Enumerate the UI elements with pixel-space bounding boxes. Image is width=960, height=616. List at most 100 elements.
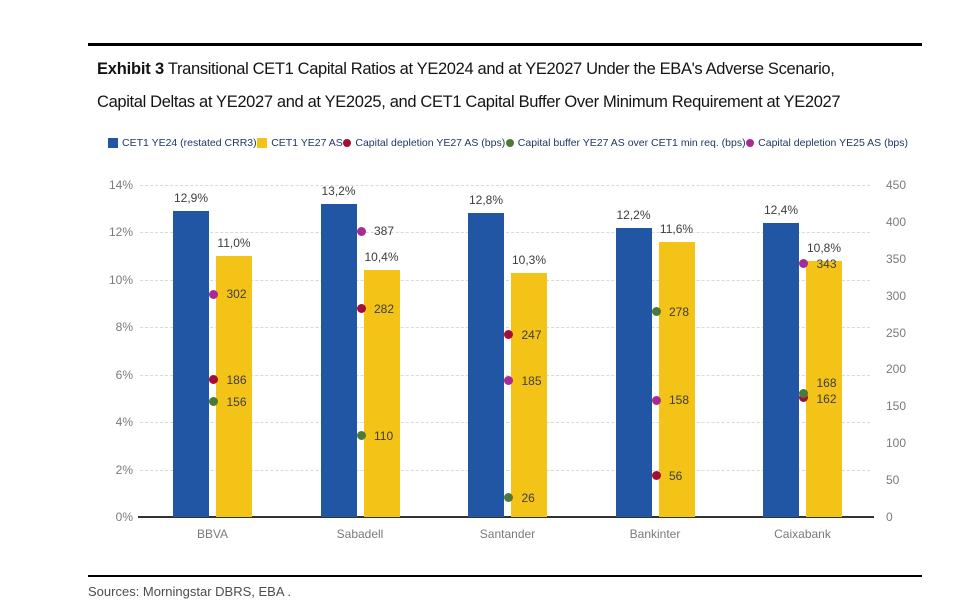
gridline [140, 469, 870, 471]
title-text-1: Transitional CET1 Capital Ratios at YE20… [167, 60, 835, 78]
y-axis-tick-right: 150 [886, 399, 907, 414]
exhibit-title: Exhibit 3 Transitional CET1 Capital Rati… [97, 53, 927, 118]
bottom-rule [88, 575, 922, 577]
dot-santander-buffer-ye27 [504, 493, 513, 503]
dot-caixabank-buffer-ye27 [799, 388, 808, 398]
dot-bbva-buffer-ye27 [209, 397, 218, 407]
legend-item-4: Capital depletion YE25 AS (bps) [746, 137, 908, 149]
chart-legend: CET1 YE24 (restated CRR3) CET1 YE27 AS Cap… [108, 137, 908, 149]
legend-swatch-square [108, 138, 118, 148]
dot-bankinter-depletion-ye25 [651, 395, 661, 405]
dot-sabadell-buffer-ye27 [356, 431, 366, 441]
gridline [140, 422, 870, 424]
x-axis-line [138, 516, 874, 518]
dot-value-label: 168 [816, 376, 837, 391]
title-line-2: Capital Deltas at YE2027 and at YE2025, … [97, 92, 841, 111]
bar-santander-ye24 [468, 213, 504, 517]
category-label-caixabank: Caixabank [774, 527, 831, 541]
dot-bbva-depletion-ye25 [209, 289, 218, 299]
bar-value-label: 13,2% [321, 183, 356, 198]
y-axis-tick-right: 450 [886, 178, 907, 192]
y-axis-tick-left: 10% [108, 272, 133, 287]
bar-value-label: 12,2% [616, 207, 651, 222]
legend-item-0: CET1 YE24 (restated CRR3) [108, 137, 257, 149]
legend-item-label: Capital buffer YE27 AS over CET1 min req… [517, 137, 746, 149]
y-axis-tick-left: 6% [115, 367, 133, 382]
bar-value-label: 10,8% [806, 240, 842, 255]
dot-value-label: 185 [521, 373, 542, 388]
dot-value-label: 247 [521, 327, 542, 342]
bar-value-label: 12,8% [468, 193, 504, 208]
legend-swatch-circle [343, 139, 352, 147]
dot-value-label: 110 [374, 428, 394, 443]
bar-sabadell-ye27 [363, 270, 400, 517]
legend-item-3: Capital buffer YE27 AS over CET1 min req… [505, 137, 746, 149]
y-axis-tick-right: 400 [886, 214, 907, 229]
y-axis-tick-right: 300 [886, 288, 907, 303]
y-axis-tick-left: 2% [115, 462, 133, 477]
legend-swatch-circle [505, 139, 514, 147]
dot-value-label: 156 [226, 394, 247, 409]
dot-value-label: 56 [669, 468, 683, 483]
category-label-sabadell: Sabadell [336, 527, 384, 541]
bar-value-label: 12,9% [173, 191, 209, 206]
bar-bbva-ye24 [173, 211, 209, 517]
gridline [140, 327, 870, 329]
y-axis-tick-left: 4% [115, 415, 133, 430]
bar-bankinter-ye24 [615, 227, 652, 517]
dot-value-label: 26 [521, 490, 535, 505]
bar-santander-ye27 [511, 272, 547, 517]
y-axis-tick-right: 50 [886, 473, 900, 488]
bar-bbva-ye27 [216, 256, 252, 517]
bar-value-label: 11,0% [217, 236, 251, 251]
dot-santander-depletion-ye25 [504, 376, 513, 385]
legend-swatch-square [257, 138, 268, 148]
dot-bbva-depletion-ye27 [209, 375, 218, 385]
bar-bankinter-ye27 [658, 241, 695, 517]
legend-item-label: Capital depletion YE25 AS (bps) [758, 137, 908, 149]
bar-value-label: 12,4% [763, 202, 799, 217]
dot-value-label: 162 [816, 392, 837, 407]
bar-value-label: 10,3% [511, 252, 547, 267]
y-axis-tick-right: 0 [886, 510, 893, 524]
bar-caixabank-ye27 [806, 260, 842, 517]
legend-item-1: CET1 YE27 AS [257, 137, 343, 149]
legend-item-label: Capital depletion YE27 AS (bps) [355, 137, 506, 149]
y-axis-tick-right: 100 [886, 436, 907, 451]
gridline [140, 374, 870, 376]
bar-caixabank-ye24 [763, 222, 799, 517]
dot-value-label: 186 [226, 372, 247, 387]
bar-value-label: 10,4% [364, 250, 399, 265]
top-rule [88, 43, 922, 46]
category-label-bbva: BBVA [196, 527, 229, 541]
category-label-santander: Santander [479, 527, 536, 541]
dot-value-label: 282 [374, 301, 395, 316]
y-axis-tick-left: 0% [115, 510, 133, 524]
dot-caixabank-depletion-ye25 [799, 259, 808, 269]
legend-swatch-circle [746, 139, 755, 147]
dot-value-label: 278 [669, 304, 690, 319]
y-axis-tick-left: 8% [115, 320, 133, 335]
dot-value-label: 387 [374, 224, 395, 239]
dot-value-label: 158 [669, 393, 690, 408]
dot-value-label: 302 [226, 287, 247, 302]
y-axis-tick-right: 250 [886, 325, 907, 340]
gridline [140, 232, 870, 234]
y-axis-tick-right: 200 [886, 362, 907, 377]
dot-sabadell-depletion-ye27 [356, 304, 366, 314]
y-axis-tick-left: 12% [108, 225, 133, 240]
y-axis-tick-left: 14% [108, 178, 133, 192]
gridline [140, 279, 870, 281]
sources-note: Sources: Morningstar DBRS, EBA . [88, 584, 292, 599]
gridline [140, 185, 870, 186]
dot-sabadell-depletion-ye25 [356, 226, 366, 236]
legend-item-2: Capital depletion YE27 AS (bps) [343, 137, 505, 149]
exhibit-label: Exhibit 3 [97, 60, 164, 78]
dot-santander-depletion-ye27 [504, 330, 513, 340]
dot-bankinter-buffer-ye27 [651, 307, 661, 317]
y-axis-tick-right: 350 [886, 251, 907, 266]
dot-bankinter-depletion-ye27 [651, 471, 661, 481]
category-label-bankinter: Bankinter [629, 527, 681, 541]
